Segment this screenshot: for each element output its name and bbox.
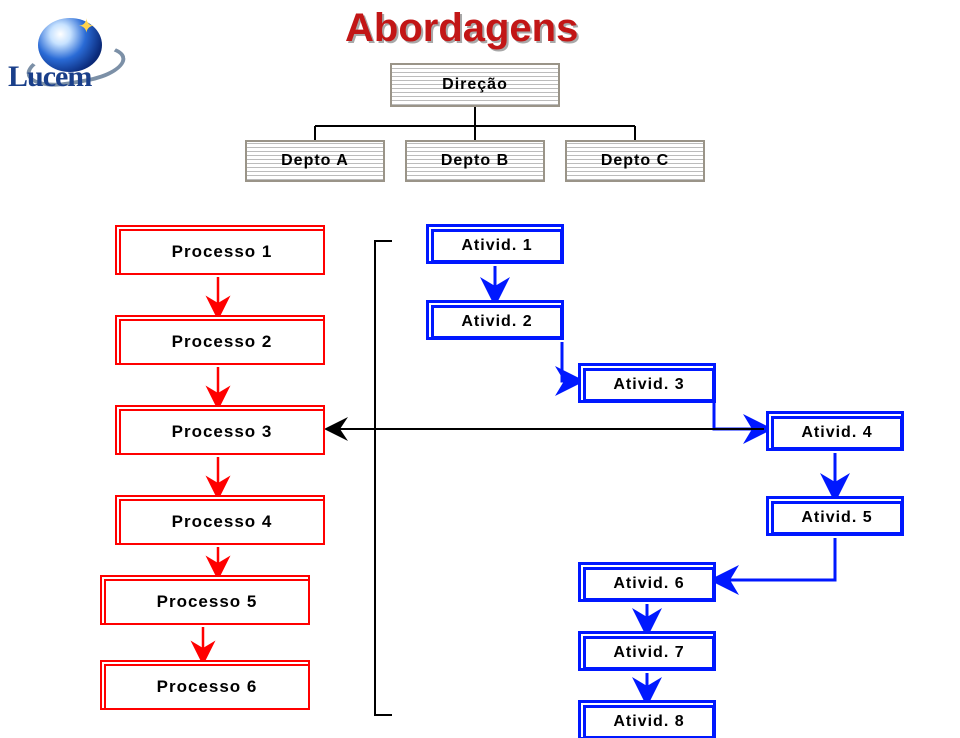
processo-box-1: Processo 1 bbox=[115, 225, 325, 275]
atividade-box-4-label: Ativid. 4 bbox=[801, 424, 872, 442]
atividade-box-2: Ativid. 2 bbox=[426, 300, 564, 340]
processo-box-3: Processo 3 bbox=[115, 405, 325, 455]
processo-box-4: Processo 4 bbox=[115, 495, 325, 545]
connectors bbox=[0, 0, 960, 738]
processo-box-6-label: Processo 6 bbox=[157, 677, 258, 697]
depto-box-2-label: Depto C bbox=[601, 152, 669, 170]
processo-box-6: Processo 6 bbox=[100, 660, 310, 710]
depto-box-1: Depto B bbox=[405, 140, 545, 182]
atividade-box-4: Ativid. 4 bbox=[766, 411, 904, 451]
depto-box-2: Depto C bbox=[565, 140, 705, 182]
processo-box-5: Processo 5 bbox=[100, 575, 310, 625]
depto-box-0-label: Depto A bbox=[281, 152, 349, 170]
atividade-box-6-label: Ativid. 6 bbox=[613, 575, 684, 593]
atividade-box-5-label: Ativid. 5 bbox=[801, 509, 872, 527]
depto-box-0: Depto A bbox=[245, 140, 385, 182]
direcao-box: Direção bbox=[390, 63, 560, 107]
page-title: Abordagens bbox=[345, 6, 578, 51]
atividade-box-3: Ativid. 3 bbox=[578, 363, 716, 403]
atividade-box-7-label: Ativid. 7 bbox=[613, 644, 684, 662]
processo-box-2-label: Processo 2 bbox=[172, 332, 273, 352]
atividade-box-8-label: Ativid. 8 bbox=[613, 713, 684, 731]
direcao-box-label: Direção bbox=[442, 76, 508, 94]
brand-name: Lucem bbox=[8, 60, 91, 94]
atividade-box-1: Ativid. 1 bbox=[426, 224, 564, 264]
depto-box-1-label: Depto B bbox=[441, 152, 509, 170]
brand-logo: ✦ Lucem bbox=[8, 18, 140, 98]
atividade-box-5: Ativid. 5 bbox=[766, 496, 904, 536]
processo-box-2: Processo 2 bbox=[115, 315, 325, 365]
processo-box-3-label: Processo 3 bbox=[172, 422, 273, 442]
atividade-box-2-label: Ativid. 2 bbox=[461, 313, 532, 331]
atividade-box-6: Ativid. 6 bbox=[578, 562, 716, 602]
atividade-box-8: Ativid. 8 bbox=[578, 700, 716, 738]
processo-box-5-label: Processo 5 bbox=[157, 592, 258, 612]
atividade-box-1-label: Ativid. 1 bbox=[461, 237, 532, 255]
processo-box-4-label: Processo 4 bbox=[172, 512, 273, 532]
processo-box-1-label: Processo 1 bbox=[172, 242, 273, 262]
atividade-box-7: Ativid. 7 bbox=[578, 631, 716, 671]
atividade-box-3-label: Ativid. 3 bbox=[613, 376, 684, 394]
